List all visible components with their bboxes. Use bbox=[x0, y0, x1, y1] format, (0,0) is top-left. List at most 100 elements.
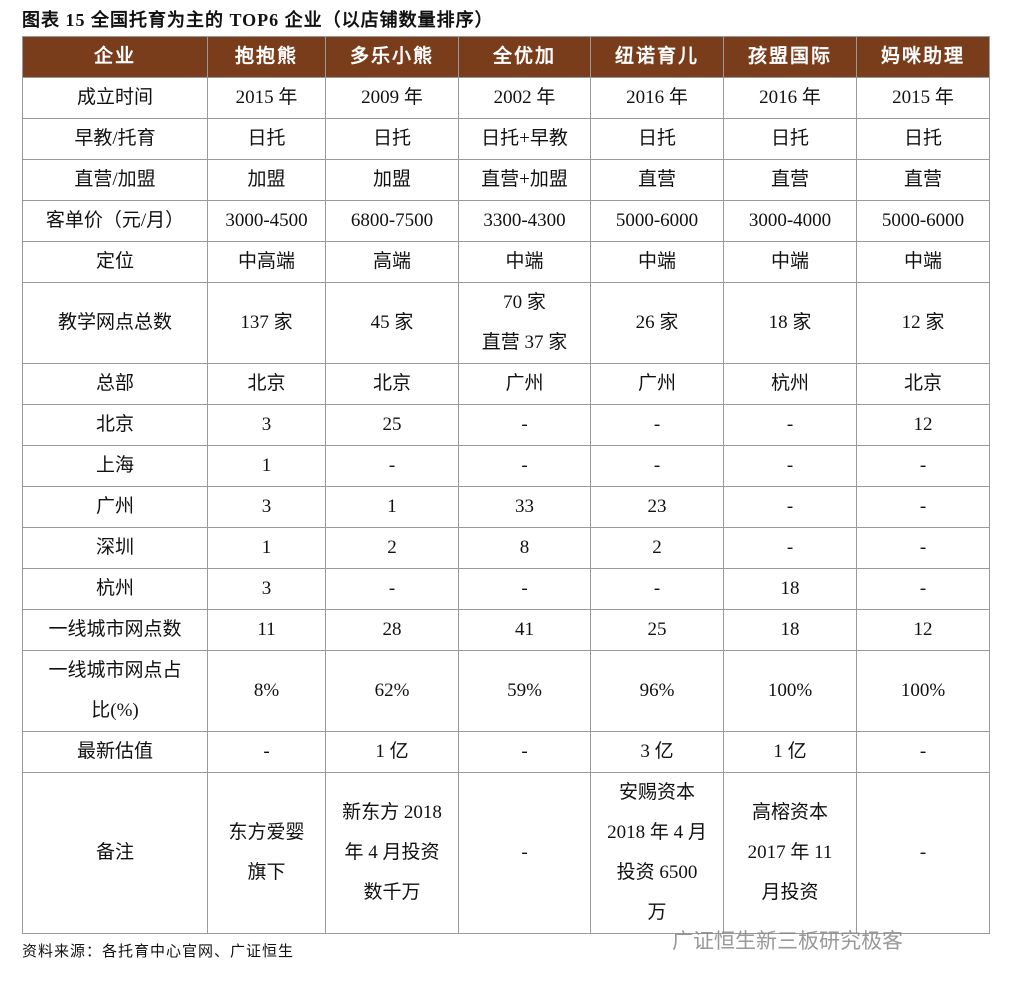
table-cell: - bbox=[856, 486, 990, 528]
table-cell: 62% bbox=[325, 650, 459, 732]
table-cell: 2 bbox=[590, 527, 724, 569]
table-row: 一线城市网点数 11 28 41 25 18 12 bbox=[22, 609, 990, 651]
table-cell: 直营 bbox=[856, 159, 990, 201]
table-cell: 3000-4500 bbox=[207, 200, 326, 242]
table-cell: - bbox=[458, 731, 591, 773]
table-cell: - bbox=[856, 568, 990, 610]
table-cell: - bbox=[856, 772, 990, 934]
table-cell: 18 bbox=[723, 609, 857, 651]
table-cell: 2015 年 bbox=[207, 77, 326, 119]
table-cell: - bbox=[590, 568, 724, 610]
cell-line: 2018 年 4 月 bbox=[607, 822, 707, 843]
table-cell: - bbox=[458, 568, 591, 610]
table-row: 备注 东方爱婴 旗下 新东方 2018 年 4 月投资 数千万 - 安赐资本 2018 年 4 … bbox=[22, 772, 990, 934]
table-cell: 1 亿 bbox=[325, 731, 459, 773]
table-cell: 日托 bbox=[207, 118, 326, 160]
table-row: 北京 3 25- - -12 bbox=[22, 404, 990, 446]
table-cell: 北京 bbox=[207, 363, 326, 405]
table-cell: 45 家 bbox=[325, 282, 459, 364]
cell-line: 70 家 bbox=[503, 292, 546, 313]
title: 图表 15 全国托育为主的 TOP6 企业（以店铺数量排序） bbox=[22, 10, 494, 30]
table-cell: 广州 bbox=[458, 363, 591, 405]
row-label: 定位 bbox=[22, 241, 208, 283]
table-cell: - bbox=[207, 731, 326, 773]
table-row: 直营/加盟 加盟 加盟 直营+加盟 直营 直营 直营 bbox=[22, 159, 990, 201]
table-cell: 2002 年 bbox=[458, 77, 591, 119]
table-cell: 33 bbox=[458, 486, 591, 528]
table-cell: 中端 bbox=[723, 241, 857, 283]
table-cell: 1 bbox=[207, 445, 326, 487]
row-label: 成立时间 bbox=[22, 77, 208, 119]
table-cell: 100% bbox=[723, 650, 857, 732]
cell-line: 旗下 bbox=[247, 862, 286, 883]
table-cell: 5000-6000 bbox=[856, 200, 990, 242]
cell-line: 年 4 月投资 bbox=[344, 842, 440, 863]
row-label: 杭州 bbox=[22, 568, 208, 610]
table-cell: 广州 bbox=[590, 363, 724, 405]
cell-line: 一线城市网点占 bbox=[48, 660, 182, 681]
table-cell: 18 bbox=[723, 568, 857, 610]
table-cell: - bbox=[590, 404, 724, 446]
table-cell: 137 家 bbox=[207, 282, 326, 364]
table-cell: 3 bbox=[207, 486, 326, 528]
table-cell: - bbox=[723, 527, 857, 569]
table-row: 一线城市网点占 比(%) 8% 62% 59% 96% 100% 100% bbox=[22, 650, 990, 732]
row-label: 一线城市网点占 比(%) bbox=[22, 650, 208, 732]
table-cell: 安赐资本 2018 年 4 月投资 6500 万 bbox=[590, 772, 724, 934]
table-cell: 11 bbox=[207, 609, 326, 651]
cell-line: 安赐资本 bbox=[618, 782, 695, 803]
row-label: 直营/加盟 bbox=[22, 159, 208, 201]
table-cell: 1 bbox=[207, 527, 326, 569]
table-cell: - bbox=[723, 445, 857, 487]
table-cell: 28 bbox=[325, 609, 459, 651]
table-cell: 杭州 bbox=[723, 363, 857, 405]
row-label: 最新估值 bbox=[22, 731, 208, 773]
table-cell: 6800-7500 bbox=[325, 200, 459, 242]
table-cell: 加盟 bbox=[325, 159, 459, 201]
table-cell: 59% bbox=[458, 650, 591, 732]
row-label: 广州 bbox=[22, 486, 208, 528]
table-cell: 3 亿 bbox=[590, 731, 724, 773]
table-cell: 日托 bbox=[856, 118, 990, 160]
table-row: 杭州 3- - -18- bbox=[22, 568, 990, 610]
table-row: 成立时间 2015 年 2009 年 2002 年 2016 年 2016 年 2015 年 bbox=[22, 77, 990, 119]
table-cell: 中端 bbox=[458, 241, 591, 283]
column-header: 多乐小熊 bbox=[325, 36, 459, 78]
table-cell: 23 bbox=[590, 486, 724, 528]
column-header: 企业 bbox=[22, 36, 208, 78]
table-cell: 2 bbox=[325, 527, 459, 569]
table-cell: 2009 年 bbox=[325, 77, 459, 119]
table-row: 客单价（元/月） 3000-4500 6800-7500 3300-4300 5000-… bbox=[22, 200, 990, 242]
table-row: 定位 中高端 高端 中端 中端 中端 中端 bbox=[22, 241, 990, 283]
column-header: 纽诺育儿 bbox=[590, 36, 724, 78]
source-note: 资料来源：各托育中心官网、广证恒生 bbox=[22, 944, 295, 960]
table-cell: 日托 bbox=[325, 118, 459, 160]
table-cell: - bbox=[458, 404, 591, 446]
table-cell: 东方爱婴 旗下 bbox=[207, 772, 326, 934]
table: 企业 抱抱熊 多乐小熊 全优加 纽诺育儿 孩盟国际 妈咪助理 成立时间 2015 年 2009 … bbox=[22, 36, 990, 934]
table-row: 总部 北京 北京 广州 广州 杭州 北京 bbox=[22, 363, 990, 405]
table-body: 成立时间 2015 年 2009 年 2002 年 2016 年 2016 年 2015 年… bbox=[22, 77, 990, 934]
table-cell: 70 家直营 37 家 bbox=[458, 282, 591, 364]
table-cell: 1 bbox=[325, 486, 459, 528]
table-cell: 96% bbox=[590, 650, 724, 732]
cell-line: 东方爱婴 bbox=[228, 822, 305, 843]
row-label: 北京 bbox=[22, 404, 208, 446]
table-row: 广州 3 1 33 23- - bbox=[22, 486, 990, 528]
table-cell: 中端 bbox=[856, 241, 990, 283]
table-cell: 25 bbox=[590, 609, 724, 651]
table-cell: - bbox=[458, 445, 591, 487]
cell-line: 月投资 bbox=[761, 882, 819, 903]
table-cell: - bbox=[723, 486, 857, 528]
table-cell: - bbox=[458, 772, 591, 934]
column-header: 全优加 bbox=[458, 36, 591, 78]
table-cell: 3300-4300 bbox=[458, 200, 591, 242]
table-cell: 中高端 bbox=[207, 241, 326, 283]
row-label: 教学网点总数 bbox=[22, 282, 208, 364]
table-cell: 18 家 bbox=[723, 282, 857, 364]
table-cell: - bbox=[856, 731, 990, 773]
watermark: 广证恒生新三板研究极客 bbox=[672, 929, 903, 953]
table-cell: 8% bbox=[207, 650, 326, 732]
table-cell: - bbox=[723, 404, 857, 446]
